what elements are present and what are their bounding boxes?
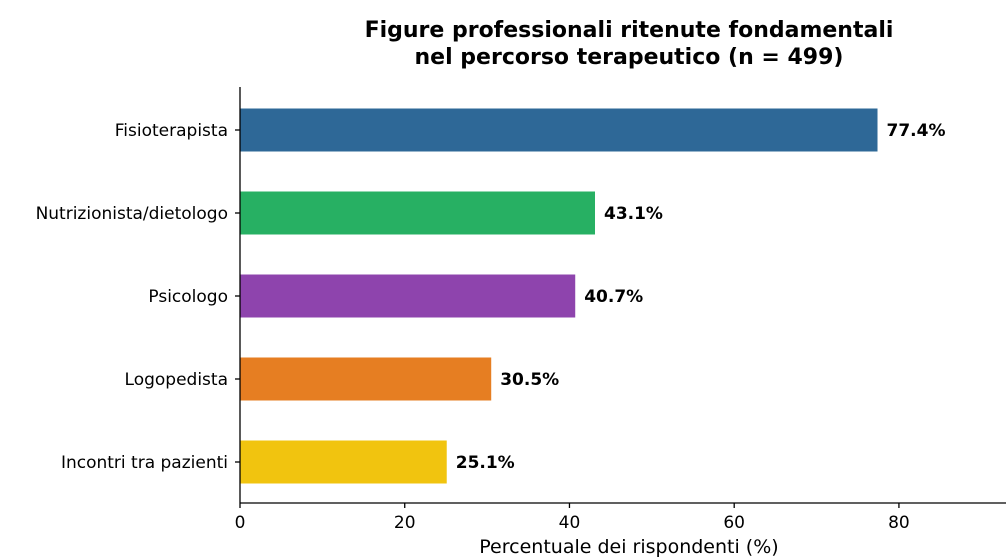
bar-logopedista bbox=[240, 357, 492, 401]
category-label-incontri-tra-pazienti: Incontri tra pazienti bbox=[61, 453, 228, 473]
x-tick-label: 0 bbox=[235, 513, 246, 533]
category-label-fisioterapista: Fisioterapista bbox=[115, 121, 228, 141]
x-tick-label: 60 bbox=[723, 513, 745, 533]
value-label-nutrizionista-dietologo: 43.1% bbox=[604, 204, 663, 224]
bar-nutrizionista-dietologo bbox=[240, 191, 595, 235]
x-axis-label: Percentuale dei rispondenti (%) bbox=[479, 536, 778, 557]
value-label-incontri-tra-pazienti: 25.1% bbox=[456, 453, 515, 473]
bar-incontri-tra-pazienti bbox=[240, 440, 447, 484]
value-labels: 77.4% 43.1% 40.7% 30.5% 25.1% bbox=[456, 121, 946, 473]
chart-title: Figure professionali ritenute fondamenta… bbox=[365, 18, 894, 70]
chart-title-line-1: Figure professionali ritenute fondamenta… bbox=[365, 18, 894, 43]
bar-fisioterapista bbox=[240, 108, 878, 152]
value-label-psicologo: 40.7% bbox=[584, 287, 643, 307]
category-labels: Fisioterapista Nutrizionista/dietologo Psi… bbox=[36, 121, 240, 473]
x-tick-label: 20 bbox=[394, 513, 416, 533]
x-tick-label: 80 bbox=[888, 513, 910, 533]
category-label-psicologo: Psicologo bbox=[148, 287, 228, 307]
value-label-fisioterapista: 77.4% bbox=[887, 121, 946, 141]
chart-title-line-2: nel percorso terapeutico (n = 499) bbox=[415, 45, 844, 70]
x-tick-label: 40 bbox=[559, 513, 581, 533]
bar-psicologo bbox=[240, 274, 576, 318]
x-axis-ticks: 0 20 40 60 80 bbox=[235, 503, 910, 533]
bars bbox=[240, 108, 878, 484]
category-label-logopedista: Logopedista bbox=[125, 370, 228, 390]
value-label-logopedista: 30.5% bbox=[500, 370, 559, 390]
category-label-nutrizionista-dietologo: Nutrizionista/dietologo bbox=[36, 204, 228, 224]
